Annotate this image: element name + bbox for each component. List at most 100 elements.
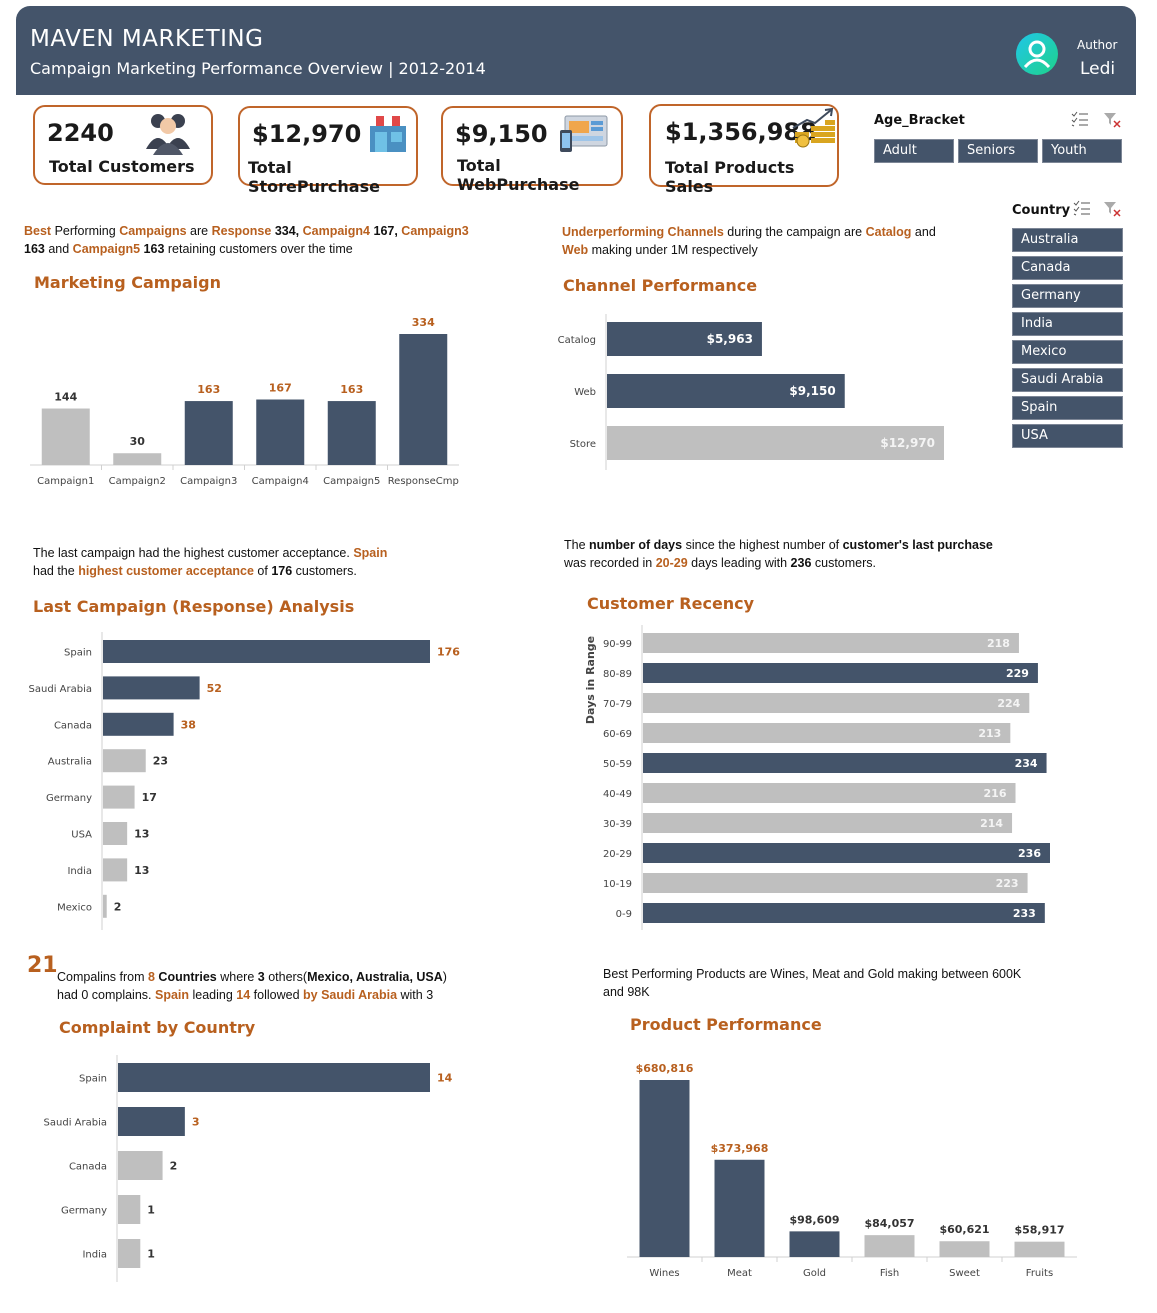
bar-20-29 [643, 843, 1050, 863]
data-label: 13 [134, 828, 149, 841]
bar-germany [118, 1195, 141, 1224]
kpi-value: 2240 [47, 119, 114, 147]
x-tick-label: Campaign4 [252, 476, 309, 487]
multi-select-icon[interactable] [1071, 111, 1089, 127]
data-label: 176 [437, 646, 460, 659]
kpi-card-customers: 2240 Total Customers [33, 105, 213, 185]
y-tick-label: Canada [69, 1162, 107, 1173]
data-label: 214 [980, 817, 1003, 830]
complaint-total: 21 [27, 953, 58, 978]
y-axis-title: Days in Range [584, 636, 597, 724]
slicer-item-australia[interactable]: Australia [1012, 228, 1123, 252]
bar-40-49 [643, 783, 1016, 803]
bar-sweet [939, 1241, 990, 1257]
data-label: 3 [192, 1116, 200, 1129]
y-tick-label: 50-59 [603, 759, 632, 770]
bar-germany [103, 785, 135, 809]
y-tick-label: Web [574, 387, 596, 398]
data-label: $5,963 [707, 332, 753, 346]
slicer-item-youth[interactable]: Youth [1042, 139, 1122, 163]
response-chart-title: Last Campaign (Response) Analysis [33, 597, 355, 616]
x-tick-label: Meat [727, 1268, 752, 1279]
bar-wines [639, 1080, 690, 1257]
bar-web [607, 374, 845, 408]
bar-responsecmp [399, 334, 448, 465]
data-label: $60,621 [939, 1223, 989, 1236]
data-label: 218 [987, 637, 1010, 650]
y-tick-label: 70-79 [603, 699, 632, 710]
y-tick-label: Catalog [558, 335, 596, 346]
data-label: 38 [181, 718, 196, 731]
y-tick-label: 10-19 [603, 879, 632, 890]
x-tick-label: Wines [649, 1268, 679, 1279]
y-tick-label: 90-99 [603, 639, 632, 650]
bar-70-79 [643, 693, 1030, 713]
x-tick-label: ResponseCmp [388, 476, 459, 487]
slicer-item-spain[interactable]: Spain [1012, 396, 1123, 420]
x-tick-label: Sweet [949, 1268, 980, 1279]
slicer-item-usa[interactable]: USA [1012, 424, 1123, 448]
bar-campaign1 [41, 408, 90, 465]
slicer-item-germany[interactable]: Germany [1012, 284, 1123, 308]
data-label: 236 [1018, 847, 1041, 860]
data-label: 1 [147, 1248, 155, 1261]
kpi-card-web-purchase: $9,150 Total WebPurchase [441, 106, 623, 194]
sales-growth-icon [792, 108, 835, 148]
bar-10-19 [643, 873, 1028, 893]
author-label: Author [1077, 38, 1118, 52]
bar-india [103, 858, 128, 882]
channel-bar-chart: Catalog $5,963 Web $9,150 Store $12,970 [558, 314, 944, 470]
y-tick-label: Spain [79, 1074, 107, 1085]
x-tick-label: Campaign2 [109, 476, 166, 487]
slicer-item-india[interactable]: India [1012, 312, 1123, 336]
recency-chart-title: Customer Recency [587, 594, 755, 613]
data-label: 23 [153, 755, 168, 768]
clear-filter-icon[interactable] [1103, 111, 1121, 129]
slicer-item-mexico[interactable]: Mexico [1012, 340, 1123, 364]
clear-filter-icon[interactable] [1103, 200, 1121, 218]
product-bar-chart: $680,816 Wines $373,968 Meat $98,609 Gold $84,… [627, 1062, 1077, 1279]
y-tick-label: 30-39 [603, 819, 632, 830]
y-tick-label: Saudi Arabia [29, 684, 92, 695]
data-label: 52 [207, 682, 222, 695]
slicer-item-canada[interactable]: Canada [1012, 256, 1123, 280]
slicer-item-adult[interactable]: Adult [874, 139, 954, 163]
author-avatar-icon [1016, 33, 1058, 75]
data-label: $58,917 [1014, 1224, 1064, 1237]
slicer-item-saudi-arabia[interactable]: Saudi Arabia [1012, 368, 1123, 392]
y-tick-label: Germany [61, 1206, 107, 1217]
bar-fruits [1014, 1241, 1065, 1257]
y-tick-label: Australia [48, 757, 92, 768]
bar-canada [118, 1151, 163, 1180]
bar-80-89 [643, 663, 1038, 683]
bar-90-99 [643, 633, 1019, 653]
kpi-label: Total Products Sales [665, 158, 795, 196]
x-tick-label: Campaign5 [323, 476, 380, 487]
complaint-bar-chart: Spain 14 Saudi Arabia 3 Canada 2 Germany 1 India… [44, 1055, 453, 1282]
kpi-value: $9,150 [455, 120, 548, 148]
data-label: $680,816 [636, 1062, 694, 1075]
bar-50-59 [643, 753, 1047, 773]
y-tick-label: Spain [64, 648, 92, 659]
bar-india [118, 1239, 141, 1268]
data-label: 163 [340, 383, 363, 396]
multi-select-icon[interactable] [1073, 200, 1091, 216]
response-insight-note: The last campaign had the highest custom… [33, 546, 388, 578]
y-tick-label: Saudi Arabia [44, 1118, 107, 1129]
data-label: $373,968 [711, 1142, 769, 1155]
kpi-label: Total Customers [49, 157, 195, 176]
data-label: 144 [54, 391, 77, 404]
bar-spain [118, 1063, 430, 1092]
bar-catalog [607, 322, 762, 356]
recency-bar-chart: 90-99 218 80-89 229 70-79 224 60-69 213 50-59 234… [584, 625, 1050, 930]
x-tick-label: Campaign1 [37, 476, 94, 487]
slicer-item-seniors[interactable]: Seniors [958, 139, 1038, 163]
bar-saudi-arabia [118, 1107, 185, 1136]
data-label: 163 [197, 383, 220, 396]
campaign-insight-note: Best Performing Campaigns are Response 3… [24, 224, 469, 256]
kpi-card-store-purchase: $12,970 Total StorePurchase [238, 106, 418, 196]
campaign-bar-chart: 144 Campaign1 30 Campaign2 163 Campaign3 167 Ca… [30, 316, 459, 487]
data-label: $9,150 [789, 384, 835, 398]
y-tick-label: Mexico [57, 902, 92, 913]
campaign-chart-title: Marketing Campaign [34, 273, 222, 292]
